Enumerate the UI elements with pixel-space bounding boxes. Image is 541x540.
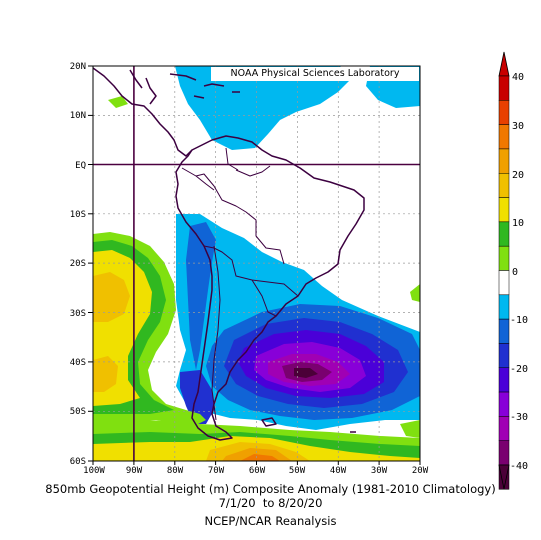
lat-tick-label: 60S bbox=[70, 457, 86, 467]
colorbar-swatch-n10 bbox=[498, 318, 510, 344]
lat-tick-label: 20N bbox=[70, 62, 86, 72]
colorbar-swatch-n30 bbox=[498, 416, 510, 441]
caption-title: 850mb Geopotential Height (m) Composite … bbox=[45, 482, 496, 496]
colorbar-label: 10 bbox=[512, 218, 524, 229]
caption-dates: 7/1/20 to 8/20/20 bbox=[218, 496, 323, 510]
colorbar-labels: 40 30 20 10 0 -10 -20 -30 -40 bbox=[510, 72, 528, 472]
caption-source: NCEP/NCAR Reanalysis bbox=[204, 514, 337, 528]
lat-tick-label: 10N bbox=[70, 111, 86, 121]
lon-ticks bbox=[92, 461, 421, 465]
colorbar-swatch-n15 bbox=[498, 343, 510, 368]
credit-label: NOAA Physical Sciences Laboratory bbox=[211, 67, 419, 81]
lon-tick-label: 30W bbox=[371, 466, 388, 476]
colorbar-swatches bbox=[498, 75, 510, 490]
colorbar-swatch-p35 bbox=[498, 100, 510, 125]
anomaly-south-atlantic-low bbox=[176, 214, 420, 430]
lat-tick-label: 10S bbox=[70, 210, 86, 220]
lon-tick-label: 70W bbox=[208, 466, 225, 476]
lat-tick-label: EQ bbox=[75, 161, 86, 171]
lon-tick-label: 80W bbox=[167, 466, 184, 476]
lon-tick-label: 50W bbox=[289, 466, 306, 476]
colorbar-bottom-arrow bbox=[498, 464, 510, 490]
colorbar-label: -30 bbox=[510, 412, 528, 423]
lat-tick-label: 30S bbox=[70, 309, 86, 319]
colorbar-swatch-p15 bbox=[498, 197, 510, 223]
colorbar-swatch-n25 bbox=[498, 391, 510, 417]
lon-tick-label: 60W bbox=[249, 466, 266, 476]
lon-axis: 100W 90W 80W 70W 60W 50W 40W 30W 20W bbox=[83, 466, 429, 476]
map-panel bbox=[93, 66, 420, 461]
colorbar-swatch-p25 bbox=[498, 148, 510, 174]
lat-tick-label: 40S bbox=[70, 358, 86, 368]
colorbar-swatch-p10 bbox=[498, 221, 510, 247]
colorbar-swatch-n5 bbox=[498, 294, 510, 320]
lon-tick-label: 40W bbox=[330, 466, 347, 476]
colorbar-swatch-p40 bbox=[498, 75, 510, 101]
colorbar-swatch-p20 bbox=[498, 173, 510, 198]
colorbar-swatch-zero bbox=[498, 270, 510, 296]
graticule bbox=[93, 66, 420, 461]
colorbar-swatch-p5 bbox=[498, 245, 510, 271]
colorbar-swatch-n20 bbox=[498, 367, 510, 393]
lon-tick-label: 90W bbox=[126, 466, 143, 476]
colorbar-label: 0 bbox=[512, 267, 518, 278]
colorbar-swatch-n35 bbox=[498, 440, 510, 466]
colorbar-label: -10 bbox=[510, 315, 528, 326]
colorbar-label: -40 bbox=[510, 461, 528, 472]
lat-ticks bbox=[88, 65, 93, 462]
coastlines bbox=[93, 67, 365, 441]
colorbar-top-arrow bbox=[498, 51, 510, 77]
colorbar-label: 20 bbox=[512, 170, 524, 181]
colorbar: 40 30 20 10 0 -10 -20 -30 -40 bbox=[498, 51, 528, 490]
colorbar-label: 30 bbox=[512, 121, 524, 132]
colorbar-label: -20 bbox=[510, 364, 528, 375]
lon-tick-label: 100W bbox=[83, 466, 105, 476]
lat-tick-label: 50S bbox=[70, 407, 86, 417]
lon-tick-label: 20W bbox=[412, 466, 429, 476]
colorbar-label: 40 bbox=[512, 72, 524, 83]
lat-tick-label: 20S bbox=[70, 259, 86, 269]
lat-axis: 20N 10N EQ 10S 20S 30S 40S 50S 60S bbox=[70, 62, 86, 467]
colorbar-swatch-p30 bbox=[498, 124, 510, 150]
